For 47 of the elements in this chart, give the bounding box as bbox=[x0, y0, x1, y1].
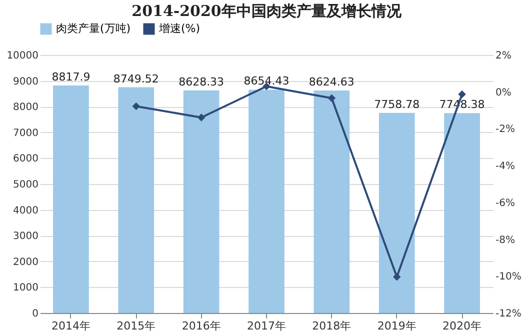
x-tick-label: 2014年 bbox=[51, 320, 90, 332]
y2-tick-label: -4% bbox=[496, 161, 515, 172]
y-tick-label: 2000 bbox=[13, 256, 38, 268]
y-tick-label: 3000 bbox=[13, 231, 38, 242]
y2-tick-label: -8% bbox=[496, 234, 515, 246]
bar bbox=[118, 87, 154, 313]
y2-tick-label: -12% bbox=[496, 308, 522, 320]
legend-label: 增速(%) bbox=[158, 22, 200, 35]
x-tick-label: 2018年 bbox=[312, 320, 352, 332]
bar bbox=[53, 86, 89, 313]
chart-title: 2014-2020年中国肉类产量及增长情况 bbox=[132, 2, 402, 20]
y-tick-label: 7000 bbox=[13, 128, 38, 139]
y-tick-label: 4000 bbox=[13, 205, 38, 216]
data-label: 8654.43 bbox=[244, 74, 290, 88]
point bbox=[392, 273, 401, 281]
x-tick-label: 2019年 bbox=[377, 320, 416, 332]
bar bbox=[248, 90, 284, 313]
y-tick-label: 8000 bbox=[13, 102, 38, 114]
y-tick-label: 6000 bbox=[13, 154, 38, 165]
bar bbox=[183, 90, 220, 313]
y-tick-label: 5000 bbox=[13, 180, 38, 190]
y2-tick-label: 0% bbox=[496, 87, 512, 98]
data-label: 8628.33 bbox=[178, 75, 224, 88]
data-label: 7758.78 bbox=[374, 98, 420, 111]
bar bbox=[378, 112, 415, 313]
y2-tick-label: -6% bbox=[496, 198, 515, 209]
y2-tick-label: -2% bbox=[496, 124, 515, 136]
data-label: 8817.9 bbox=[52, 70, 90, 84]
point bbox=[458, 90, 466, 98]
y-tick-label: 1000 bbox=[13, 282, 38, 294]
legend-label: 肉类产量(万吨) bbox=[56, 22, 131, 35]
y2-tick-label: 2% bbox=[496, 50, 512, 62]
point bbox=[132, 102, 140, 110]
y-tick-label: 0 bbox=[32, 308, 38, 320]
data-label: 8624.63 bbox=[308, 75, 354, 88]
bar bbox=[444, 113, 480, 313]
y-tick-label: 9000 bbox=[13, 76, 38, 88]
point bbox=[197, 114, 206, 122]
y-tick-label: 10000 bbox=[6, 50, 38, 62]
bar bbox=[314, 90, 350, 313]
y2-tick-label: -10% bbox=[496, 272, 522, 283]
x-tick-label: 2020年 bbox=[442, 320, 482, 332]
data-label: 8749.52 bbox=[113, 72, 159, 86]
x-tick-label: 2017年 bbox=[247, 320, 286, 332]
point bbox=[328, 94, 336, 102]
x-tick-label: 2016年 bbox=[182, 320, 221, 332]
x-tick-label: 2015年 bbox=[116, 320, 156, 332]
